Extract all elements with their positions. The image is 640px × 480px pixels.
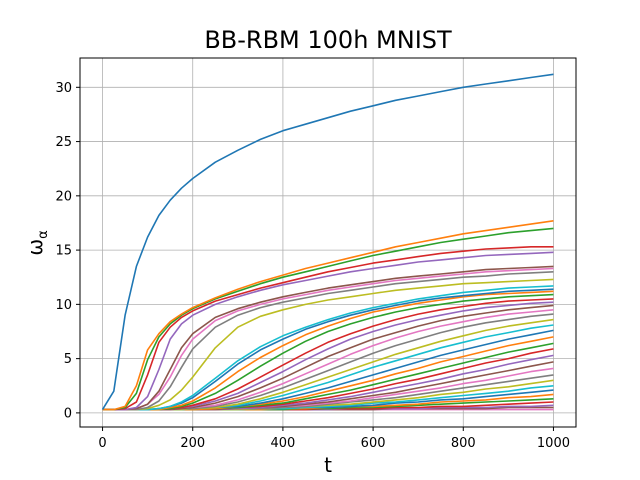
series-line-2 [102, 220, 554, 411]
y-axis-label-main: ω [23, 239, 47, 256]
grid [80, 58, 576, 427]
y-tick-label: 0 [64, 406, 72, 421]
x-tick-label: 400 [270, 436, 295, 451]
x-axis-label: t [324, 453, 332, 477]
y-tick-label: 25 [55, 135, 72, 150]
series-line-13 [102, 293, 554, 411]
x-tick-label: 200 [180, 436, 205, 451]
series-line-22 [102, 336, 554, 411]
plot-frame [79, 57, 577, 428]
y-tick-label: 20 [55, 189, 72, 204]
y-tick-label: 5 [64, 352, 72, 367]
series-line-4 [102, 246, 554, 411]
series-line-1 [101, 73, 554, 411]
series-line-3 [102, 227, 554, 411]
y-tick-label: 10 [55, 298, 72, 313]
chart-title: BB-RBM 100h MNIST [204, 26, 452, 54]
series-line-5 [102, 251, 554, 411]
series-line-9 [102, 278, 554, 411]
series-line-8 [102, 271, 554, 411]
x-tick-label: 0 [98, 436, 106, 451]
x-axis: 0 200 400 600 800 1000 [98, 427, 570, 451]
x-tick-label: 800 [451, 436, 476, 451]
y-tick-label: 15 [55, 244, 72, 259]
x-tick-label: 1000 [537, 436, 570, 451]
x-tick-label: 600 [361, 436, 386, 451]
series-lines [101, 73, 554, 411]
series-line-6 [102, 265, 554, 411]
y-axis: 0 5 10 15 20 25 30 [55, 81, 80, 421]
series-line-10 [102, 285, 554, 411]
y-tick-label: 30 [55, 81, 72, 96]
y-axis-label: ωα [23, 230, 51, 255]
y-axis-label-sub: α [36, 230, 51, 239]
